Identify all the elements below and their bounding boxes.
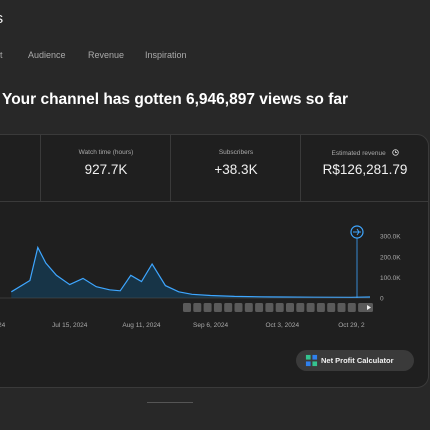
metric-label: Watch time (hours) <box>78 149 134 156</box>
metric-subscribers[interactable]: Subscribers +38.3K <box>170 135 301 201</box>
divider <box>147 402 193 403</box>
metric-value: R$126,281.79 <box>322 162 408 177</box>
metric-value: +38.3K <box>214 162 258 177</box>
views-headline: Your channel has gotten 6,946,897 views … <box>2 91 349 108</box>
info-clock-icon[interactable] <box>391 149 399 156</box>
tab-content[interactable]: t <box>0 50 3 60</box>
button-label: Net Profit Calculator <box>321 356 394 365</box>
metric-label-text: Estimated revenue <box>331 150 386 157</box>
profit-calculator-icon <box>305 354 318 367</box>
net-profit-calculator-button[interactable]: Net Profit Calculator <box>296 350 414 371</box>
tab-audience[interactable]: Audience <box>28 50 66 60</box>
tab-revenue[interactable]: Revenue <box>88 50 125 60</box>
metrics-row: Watch time (hours) 927.7K Subscribers +3… <box>0 135 428 202</box>
page-title: tics <box>0 10 3 27</box>
metric-revenue[interactable]: Estimated revenue R$126,281.79 <box>300 135 429 201</box>
metric-label: Subscribers <box>218 149 254 156</box>
metric-value: 927.7K <box>84 162 128 177</box>
metric-label: Estimated revenue <box>301 149 429 157</box>
tab-inspiration[interactable]: Inspiration <box>145 50 187 60</box>
metric-watch-time[interactable]: Watch time (hours) 927.7K <box>40 135 171 201</box>
